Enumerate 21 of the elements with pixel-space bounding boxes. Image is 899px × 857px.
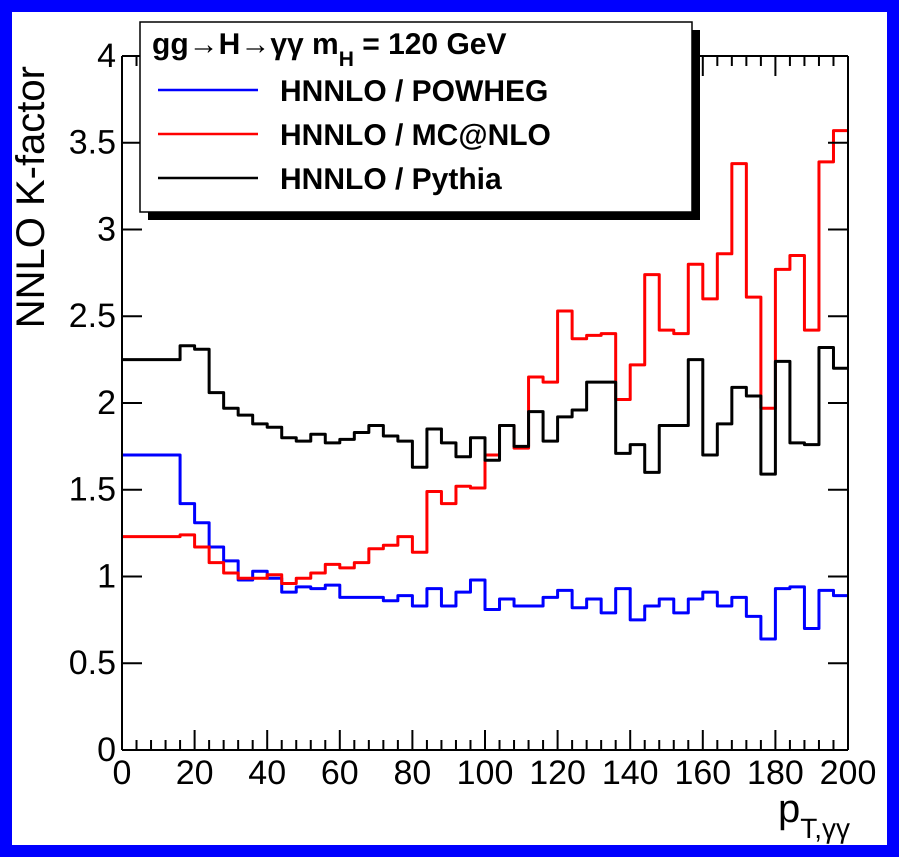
x-tick-label: 140 [602, 754, 659, 792]
x-tick-label: 60 [320, 754, 359, 792]
x-tick-label: 100 [456, 754, 514, 792]
y-tick-label: 1 [97, 557, 116, 596]
y-tick-label: 2 [97, 384, 116, 422]
x-tick-label: 80 [393, 754, 432, 792]
x-tick-label: 120 [529, 754, 586, 792]
y-tick-label: 3 [97, 210, 116, 248]
legend-label: HNNLO / Pythia [280, 163, 502, 196]
y-tick-label: 2.5 [68, 297, 116, 336]
y-axis-title: NNLO K-factor [9, 66, 53, 328]
y-tick-label: 4 [97, 36, 116, 75]
y-tick-label: 1.5 [68, 470, 116, 509]
x-tick-label: 160 [674, 754, 732, 792]
legend-title: gg→H→γγ m$_{H}$ = 120 GeV [152, 28, 506, 70]
x-tick-label: 40 [248, 754, 286, 792]
y-tick-label: 3.5 [68, 124, 116, 162]
legend-label: HNNLO / MC@NLO [280, 119, 551, 152]
legend-label: HNNLO / POWHEG [280, 75, 548, 108]
x-tick-label: 20 [176, 754, 214, 792]
y-tick-label: 0.5 [68, 644, 116, 682]
